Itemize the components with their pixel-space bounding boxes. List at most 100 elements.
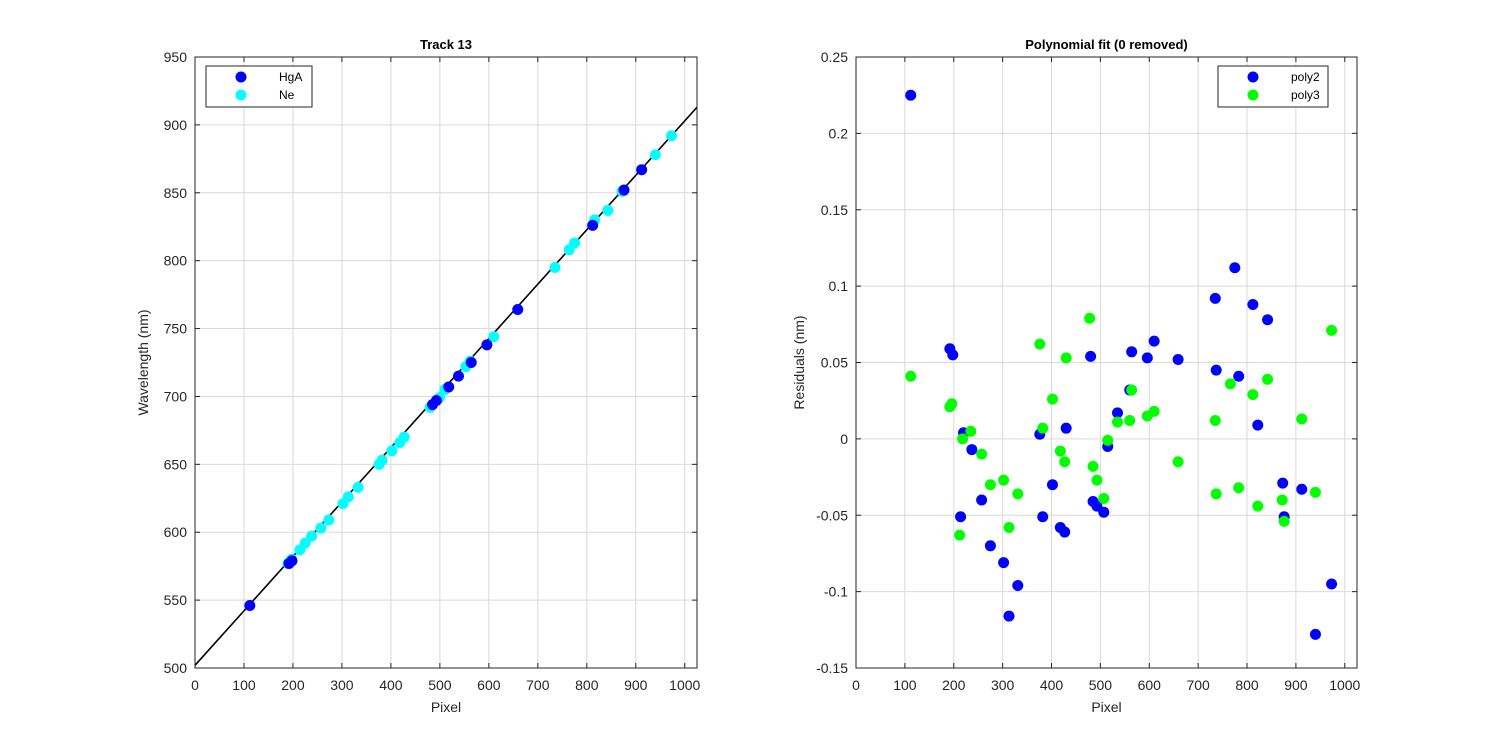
residuals-plot-ticks: 0 100 200 300 400 500 600 700 800 900 1000 -0.15 -0.…	[816, 49, 1360, 693]
data-point-poly2	[1098, 506, 1110, 518]
y-tick-label: -0.1	[824, 584, 848, 600]
data-point-Ne	[306, 530, 318, 542]
data-point-poly3	[1046, 393, 1058, 405]
data-point-poly2	[1229, 262, 1241, 274]
data-point-poly3	[946, 398, 958, 410]
y-tick-label: 0	[840, 431, 848, 447]
x-tick-label: 100	[232, 677, 256, 693]
data-point-poly3	[1054, 445, 1066, 457]
data-point-poly2	[1046, 479, 1058, 491]
residuals-plot-xlabel: Pixel	[1091, 699, 1121, 715]
y-tick-label: -0.05	[816, 507, 848, 523]
y-tick-label: 850	[164, 185, 188, 201]
y-tick-label: 650	[164, 456, 188, 472]
data-point-poly2	[1233, 370, 1245, 382]
data-point-poly2	[1037, 511, 1049, 523]
legend-marker-poly3	[1247, 89, 1259, 101]
x-tick-label: 400	[1040, 677, 1064, 693]
data-point-poly3	[1124, 415, 1136, 427]
data-point-poly2	[1003, 610, 1015, 622]
data-point-HgA	[430, 395, 442, 407]
data-point-HgA	[465, 357, 477, 368]
legend-label-poly2: poly2	[1291, 70, 1320, 84]
series-poly2	[905, 89, 1338, 640]
data-point-poly2	[1012, 580, 1024, 592]
data-point-poly2	[905, 89, 917, 101]
x-tick-label: 0	[852, 677, 860, 693]
data-point-Ne	[323, 514, 335, 526]
data-point-Ne	[352, 481, 364, 493]
y-tick-label: 0.25	[821, 49, 848, 65]
data-point-poly3	[1148, 405, 1160, 417]
data-point-poly2	[1209, 292, 1221, 304]
data-point-Ne	[549, 261, 561, 273]
x-tick-label: 1000	[669, 677, 700, 693]
data-point-poly3	[1126, 384, 1138, 396]
x-tick-label: 600	[477, 677, 501, 693]
y-tick-label: 0.05	[821, 355, 848, 371]
y-tick-label: 500	[164, 660, 188, 676]
data-point-poly3	[1098, 492, 1110, 504]
data-point-poly3	[1233, 482, 1245, 494]
wavelength-plot-points	[244, 130, 678, 612]
data-point-poly2	[1059, 526, 1071, 538]
data-point-poly3	[1172, 456, 1184, 468]
data-point-HgA	[244, 600, 256, 612]
data-point-poly3	[1003, 521, 1015, 533]
x-tick-label: 600	[1138, 677, 1162, 693]
data-point-HgA	[443, 381, 455, 393]
data-point-Ne	[569, 237, 581, 249]
data-point-poly3	[1084, 312, 1096, 324]
data-point-poly2	[1296, 483, 1308, 495]
y-tick-label: 0.15	[821, 202, 848, 218]
data-point-Ne	[602, 204, 614, 216]
data-point-poly3	[1034, 338, 1046, 350]
x-tick-label: 800	[1235, 677, 1259, 693]
x-tick-label: 700	[526, 677, 550, 693]
data-point-HgA	[587, 219, 599, 231]
data-point-HgA	[452, 370, 464, 382]
y-tick-label: 900	[164, 117, 188, 133]
data-point-Ne	[398, 431, 410, 443]
data-point-poly3	[1111, 416, 1123, 428]
series-poly3	[905, 312, 1338, 541]
y-tick-label: 550	[164, 592, 188, 608]
data-point-poly2	[1126, 346, 1138, 358]
data-point-poly2	[955, 511, 967, 523]
data-point-poly3	[1102, 434, 1114, 446]
data-point-poly2	[1309, 628, 1321, 640]
legend-label-poly3: poly3	[1291, 88, 1320, 102]
data-point-poly3	[1059, 456, 1071, 468]
y-tick-label: 950	[164, 49, 188, 65]
x-tick-label: 800	[575, 677, 599, 693]
legend-marker-Ne	[235, 89, 247, 101]
data-point-poly3	[1224, 378, 1236, 390]
data-point-poly3	[1209, 415, 1221, 427]
data-point-poly2	[1326, 578, 1338, 590]
x-tick-label: 200	[942, 677, 966, 693]
residuals-plot: 0 100 200 300 400 500 600 700 800 900 1000 -0.15 -0.…	[791, 37, 1361, 715]
wavelength-plot-ticks: 0 100 200 300 400 500 600 700 800 900 1000 500 550 60…	[164, 49, 701, 693]
data-point-poly3	[984, 479, 996, 491]
legend-box	[205, 65, 313, 108]
data-point-poly2	[998, 557, 1010, 569]
data-point-poly3	[905, 370, 917, 382]
y-tick-label: 0.2	[829, 125, 849, 141]
residuals-plot-ylabel: Residuals (nm)	[791, 315, 807, 409]
legend-box	[1217, 65, 1329, 108]
data-point-poly3	[1037, 422, 1049, 434]
data-point-poly2	[1262, 314, 1274, 326]
data-point-HgA	[481, 339, 493, 351]
data-point-poly2	[1252, 419, 1264, 431]
data-point-HgA	[286, 555, 298, 567]
data-point-poly3	[1087, 460, 1099, 472]
legend-label-Ne: Ne	[279, 88, 295, 102]
y-tick-label: 800	[164, 253, 188, 269]
data-point-poly3	[1262, 373, 1274, 385]
x-tick-label: 1000	[1329, 677, 1360, 693]
x-tick-label: 500	[428, 677, 452, 693]
data-point-poly3	[1309, 486, 1321, 498]
legend-label-HgA: HgA	[279, 70, 302, 84]
data-point-poly2	[1247, 298, 1259, 310]
